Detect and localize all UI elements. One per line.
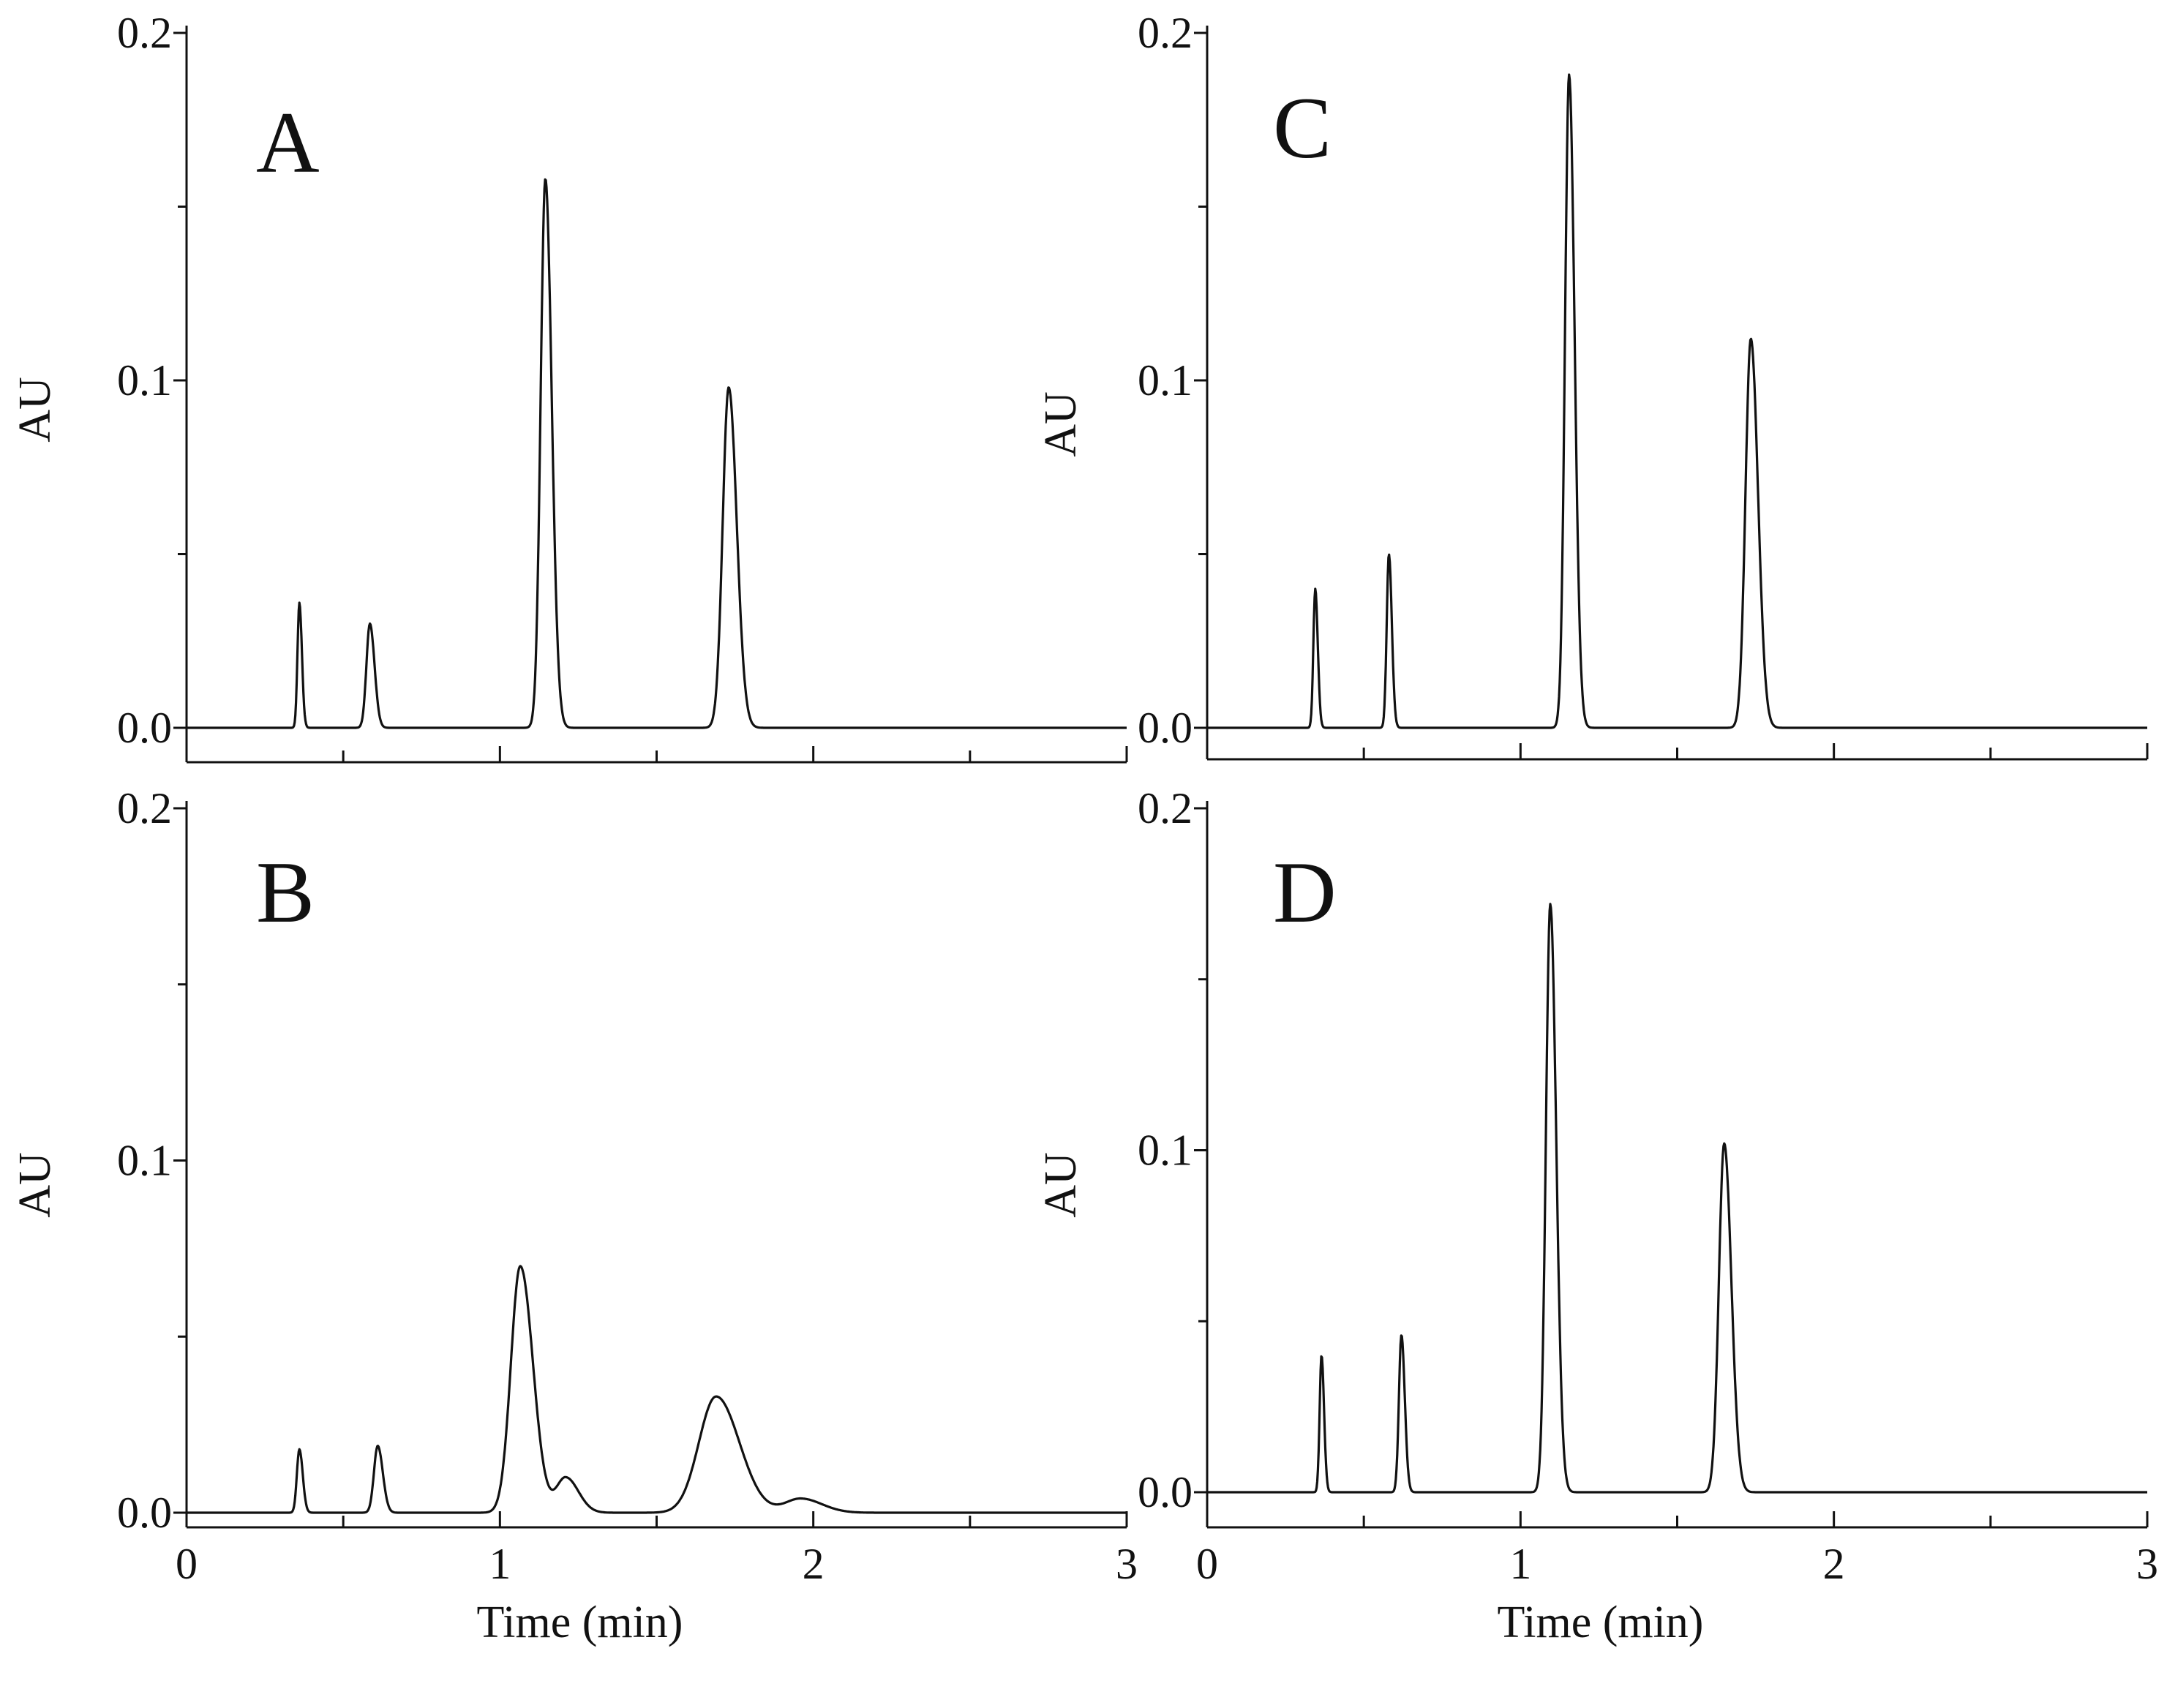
x-tick-label: 3 <box>2136 1540 2158 1588</box>
x-tick-label: 1 <box>489 1540 511 1588</box>
chromatogram-trace <box>1206 903 2148 1494</box>
x-axis-title: Time (min) <box>477 1598 683 1647</box>
panel-d: 0.0 0.1 0.2 0 1 2 3 AU Time (min) D <box>1036 784 2158 1647</box>
y-tick-label: 0.2 <box>117 784 172 832</box>
panel-a: 0.0 0.1 0.2 AU A <box>10 9 1128 764</box>
y-axis-title: AU <box>1036 391 1086 457</box>
x-tick-label: 2 <box>803 1540 825 1588</box>
x-axis-title: Time (min) <box>1498 1598 1704 1647</box>
y-tick-label: 0.1 <box>1138 1126 1193 1175</box>
panel-letter: D <box>1273 843 1337 941</box>
y-tick-label: 0.0 <box>117 704 172 752</box>
x-tick-label: 0 <box>1196 1540 1218 1588</box>
y-tick-label: 0.0 <box>117 1489 172 1537</box>
x-tick-label: 2 <box>1823 1540 1845 1588</box>
y-tick-label: 0.1 <box>117 1137 172 1185</box>
y-axis-title: AU <box>10 1152 60 1218</box>
y-tick-label: 0.0 <box>1138 1468 1193 1516</box>
panel-letter: A <box>256 94 320 191</box>
chromatogram-trace <box>1206 73 2148 729</box>
y-axis-title: AU <box>10 377 60 443</box>
y-tick-label: 0.2 <box>1138 784 1193 832</box>
chromatogram-trace <box>186 1265 1127 1514</box>
panel-c: 0.0 0.1 0.2 AU C <box>1036 9 2149 761</box>
chromatogram-trace <box>186 178 1127 729</box>
y-tick-label: 0.1 <box>117 356 172 405</box>
panel-b: 0.0 0.1 0.2 0 1 2 3 AU Time (min) B <box>10 784 1138 1647</box>
y-tick-label: 0.1 <box>1138 356 1193 405</box>
x-tick-label: 1 <box>1509 1540 1531 1588</box>
y-axis-title: AU <box>1036 1152 1086 1218</box>
panel-letter: C <box>1273 79 1332 176</box>
y-tick-label: 0.0 <box>1138 704 1193 752</box>
x-tick-label: 0 <box>176 1540 198 1588</box>
x-tick-label: 3 <box>1116 1540 1138 1588</box>
y-tick-label: 0.2 <box>1138 9 1193 57</box>
panel-letter: B <box>256 843 315 941</box>
y-tick-label: 0.2 <box>117 9 172 57</box>
